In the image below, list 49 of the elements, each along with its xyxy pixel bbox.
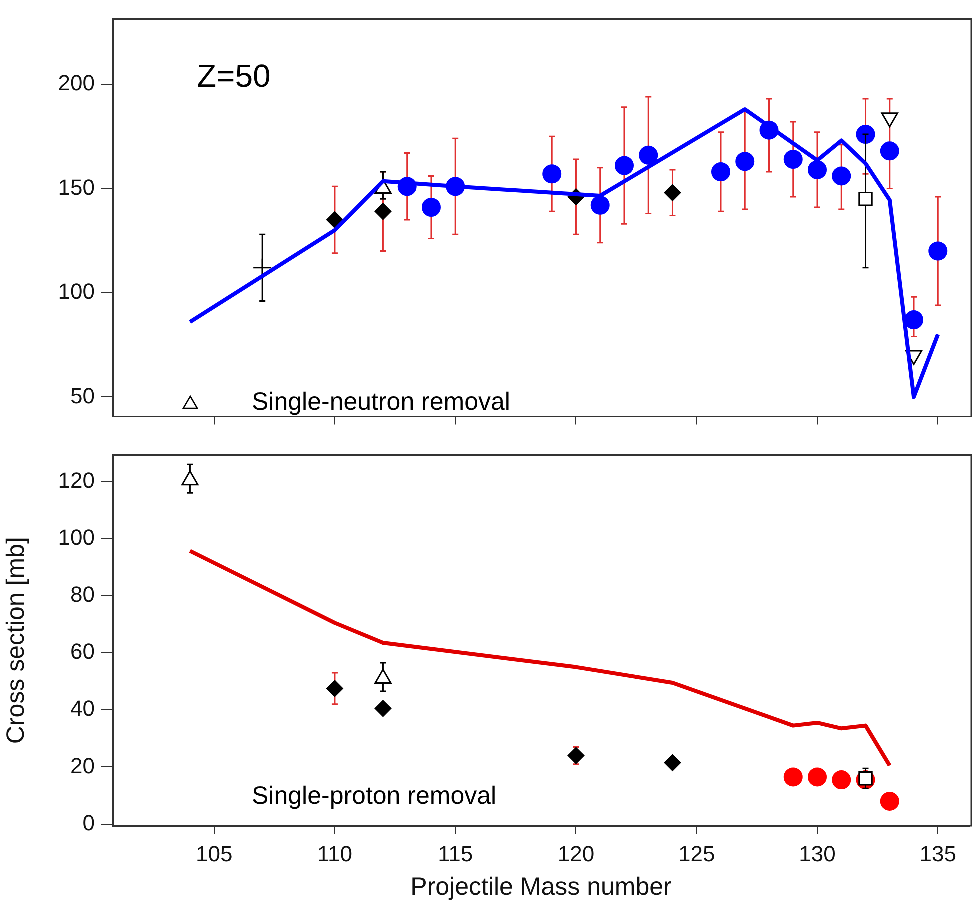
point xyxy=(784,150,803,170)
point xyxy=(326,680,344,698)
point xyxy=(808,768,827,787)
y-tick-label: 120 xyxy=(58,468,95,493)
point xyxy=(664,754,682,772)
x-tick-label: 125 xyxy=(678,841,716,866)
y-tick-label: 40 xyxy=(70,696,95,722)
annotation: Single-neutron removal xyxy=(252,388,510,416)
point xyxy=(856,125,876,144)
y-tick-label: 100 xyxy=(58,524,95,550)
y-axis-title: Cross section [mb] xyxy=(2,537,30,744)
point xyxy=(568,747,585,764)
y-tick-label: 20 xyxy=(70,753,95,778)
y-tick-label: 100 xyxy=(58,279,95,304)
point xyxy=(639,146,658,165)
point xyxy=(374,203,392,220)
point xyxy=(182,470,199,486)
point xyxy=(904,310,924,330)
y-tick-label: 200 xyxy=(58,70,95,96)
point xyxy=(832,166,852,186)
annotation: Z=50 xyxy=(197,58,271,94)
point xyxy=(374,700,392,718)
point xyxy=(422,198,441,217)
point xyxy=(614,156,634,176)
y-tick-label: 150 xyxy=(58,174,95,200)
x-axis-title: Projectile Mass number xyxy=(410,872,672,901)
point xyxy=(542,164,562,184)
point xyxy=(808,160,827,180)
y-tick-label: 50 xyxy=(70,383,95,408)
x-tick-label: 105 xyxy=(196,841,233,866)
x-tick-label: 120 xyxy=(558,841,595,866)
annotation: Single-proton removal xyxy=(252,782,497,810)
y-tick-label: 60 xyxy=(70,639,95,664)
x-tick-label: 110 xyxy=(317,841,353,866)
point xyxy=(880,142,900,161)
point xyxy=(590,196,610,215)
point xyxy=(784,768,803,787)
y-tick-label: 0 xyxy=(82,810,95,836)
point xyxy=(832,770,852,790)
point xyxy=(664,184,682,202)
point xyxy=(736,152,755,172)
point xyxy=(928,242,948,261)
point xyxy=(711,162,730,182)
point xyxy=(326,211,344,228)
x-tick-label: 135 xyxy=(920,841,956,866)
x-tick-label: 130 xyxy=(799,841,836,866)
y-tick-label: 80 xyxy=(70,582,95,607)
x-tick-label: 115 xyxy=(438,841,474,866)
point xyxy=(880,792,900,811)
